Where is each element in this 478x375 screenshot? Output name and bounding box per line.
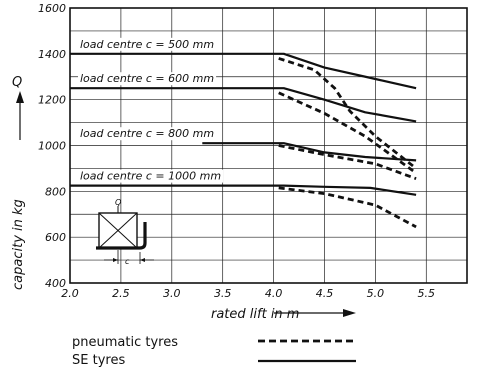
x-axis-label: rated lift in m xyxy=(211,307,299,322)
y-tick-label: 1400 xyxy=(38,48,66,61)
inset-q-label: Q xyxy=(115,198,121,207)
series-line-se-tyres xyxy=(70,52,417,90)
curves xyxy=(70,52,417,229)
y-axis-title: Q capacity in kg xyxy=(11,75,26,290)
y-tick-label: 600 xyxy=(45,231,66,244)
series-line-se-tyres xyxy=(202,142,417,162)
legend-label-pneumatic: pneumatic tyres xyxy=(72,335,178,350)
x-tick-label: 5.5 xyxy=(418,287,436,300)
legend-label-se: SE tyres xyxy=(72,353,125,368)
y-tick-labels: 400 600 800 1000 1200 1400 1600 xyxy=(38,2,66,290)
x-tick-label: 3.5 xyxy=(214,287,232,300)
curve-label: load centre c = 600 mm xyxy=(80,72,214,85)
x-tick-label: 4.0 xyxy=(265,287,283,300)
y-axis-label: capacity in kg xyxy=(11,199,26,290)
y-axis-symbol: Q xyxy=(12,75,22,90)
curve-label-background xyxy=(78,72,217,86)
plot-frame xyxy=(69,7,468,284)
curve-label-background xyxy=(78,169,224,183)
curve-labels: load centre c = 500 mm load centre c = 60… xyxy=(78,37,224,183)
load-centre-diagram: Q c xyxy=(96,198,154,266)
y-tick-label: 1600 xyxy=(38,2,66,15)
x-tick-label: 2.5 xyxy=(112,287,130,300)
x-tick-label: 3.0 xyxy=(163,287,181,300)
legend: pneumatic tyres SE tyres xyxy=(72,335,356,368)
curve-label-background xyxy=(78,37,217,51)
curve-label: load centre c = 800 mm xyxy=(80,127,214,140)
y-tick-label: 1200 xyxy=(38,94,66,107)
x-axis-arrow-head xyxy=(343,309,356,317)
curve-label: load centre c = 1000 mm xyxy=(80,170,221,183)
series-line-pneumatic-tyres xyxy=(278,57,417,170)
curve-label-background xyxy=(78,127,217,141)
series-line-se-tyres xyxy=(70,184,417,196)
series-line-se-tyres xyxy=(70,87,417,123)
x-tick-label: 4.5 xyxy=(316,287,334,300)
series-line-pneumatic-tyres xyxy=(278,91,417,175)
series-line-pneumatic-tyres xyxy=(278,186,417,229)
y-tick-label: 400 xyxy=(45,277,66,290)
curve-label: load centre c = 500 mm xyxy=(80,38,214,51)
inset-c-label: c xyxy=(125,257,130,266)
y-tick-label: 1000 xyxy=(38,140,66,153)
y-tick-label: 800 xyxy=(45,185,66,198)
x-axis-title: rated lift in m xyxy=(211,307,356,322)
x-tick-label: 2.0 xyxy=(61,287,79,300)
x-tick-labels: 2.0 2.5 3.0 3.5 4.0 4.5 5.0 5.5 xyxy=(61,287,435,300)
x-tick-label: 5.0 xyxy=(367,287,385,300)
series-line-pneumatic-tyres xyxy=(278,144,417,181)
y-axis-arrow-head xyxy=(16,91,24,103)
